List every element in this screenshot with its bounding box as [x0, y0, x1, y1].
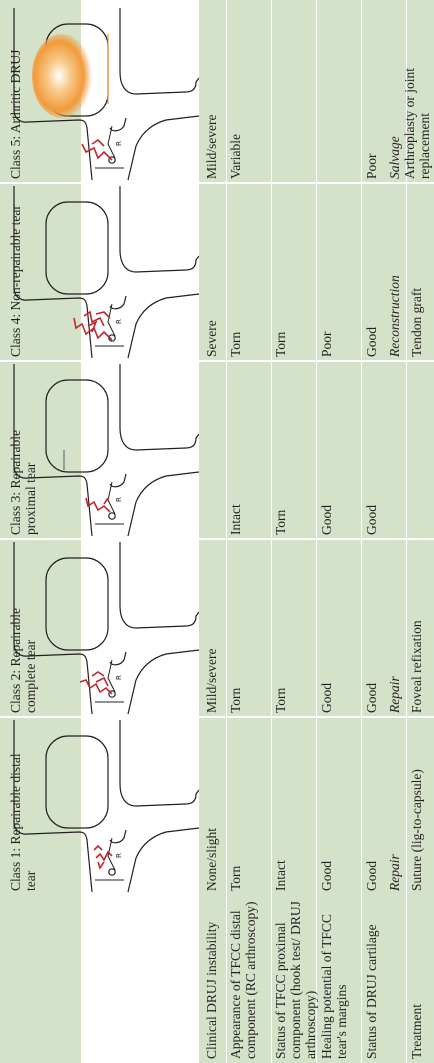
- class-1-cartilage: Good: [364, 861, 379, 891]
- class-4-healing: Poor: [319, 331, 334, 357]
- class-5-illustration: [0, 6, 199, 184]
- class-1-treatment-detail: Suture (lig-to-capsule): [409, 769, 424, 891]
- class-4-treatment-type: Reconstruction: [387, 275, 402, 357]
- class-5-cartilage: Poor: [364, 153, 379, 179]
- row-divider: [271, 0, 272, 1063]
- row-label-tfcc-proximal: Status of TFCC proximal component (hook …: [273, 901, 318, 1059]
- class-1-tfcc-distal: Torn: [228, 865, 243, 891]
- row-divider: [361, 0, 362, 1063]
- class-3-tfcc-proximal: Torn: [273, 509, 288, 535]
- class-4-tfcc-proximal: Torn: [273, 331, 288, 357]
- row-label-tfcc-distal: Appearance of TFCC distal component (RC …: [228, 901, 258, 1059]
- class-1-instability: None/slight: [204, 828, 219, 891]
- class-4-tfcc-distal: Torn: [228, 331, 243, 357]
- class-2-treatment-detail: Foveal refixation: [409, 620, 424, 713]
- row-label-treatment: Treatment: [409, 1004, 424, 1059]
- class-3-healing: Good: [319, 505, 334, 535]
- class-5-tfcc-distal: Variable: [228, 134, 243, 179]
- class-3-cartilage: Good: [364, 505, 379, 535]
- class-2-tfcc-distal: Torn: [228, 687, 243, 713]
- class-2-healing: Good: [319, 683, 334, 713]
- class-2-cartilage: Good: [364, 683, 379, 713]
- class-2-tfcc-proximal: Torn: [273, 687, 288, 713]
- class-1-healing: Good: [319, 861, 334, 891]
- row-label-instability: Clinical DRUJ instability: [204, 921, 219, 1059]
- class-4-treatment-detail: Tendon graft: [409, 287, 424, 357]
- class-4-cartilage: Good: [364, 327, 379, 357]
- class-2-instability: Mild/severe: [204, 648, 219, 713]
- class-4-instability: Severe: [204, 320, 219, 357]
- class-2-illustration: [0, 540, 199, 718]
- class-1-illustration: [0, 718, 199, 896]
- class-5-instability: Mild/severe: [204, 114, 219, 179]
- class-5-treatment-detail: Arthroplasty or joint replacement: [402, 68, 432, 179]
- class-1-tfcc-proximal: Intact: [273, 860, 288, 891]
- class-2-treatment-type: Repair: [387, 676, 402, 713]
- row-label-cartilage: Status of DRUJ cartilage: [364, 924, 379, 1059]
- class-1-treatment-type: Repair: [387, 854, 402, 891]
- row-label-healing: Healing potential of TFCC tear's margins: [319, 914, 349, 1059]
- class-3-illustration: [0, 362, 199, 540]
- row-divider: [226, 0, 227, 1063]
- class-3-tfcc-distal: Intact: [228, 504, 243, 535]
- class-4-illustration: [0, 184, 199, 362]
- class-5-treatment-type: Salvage: [387, 136, 402, 179]
